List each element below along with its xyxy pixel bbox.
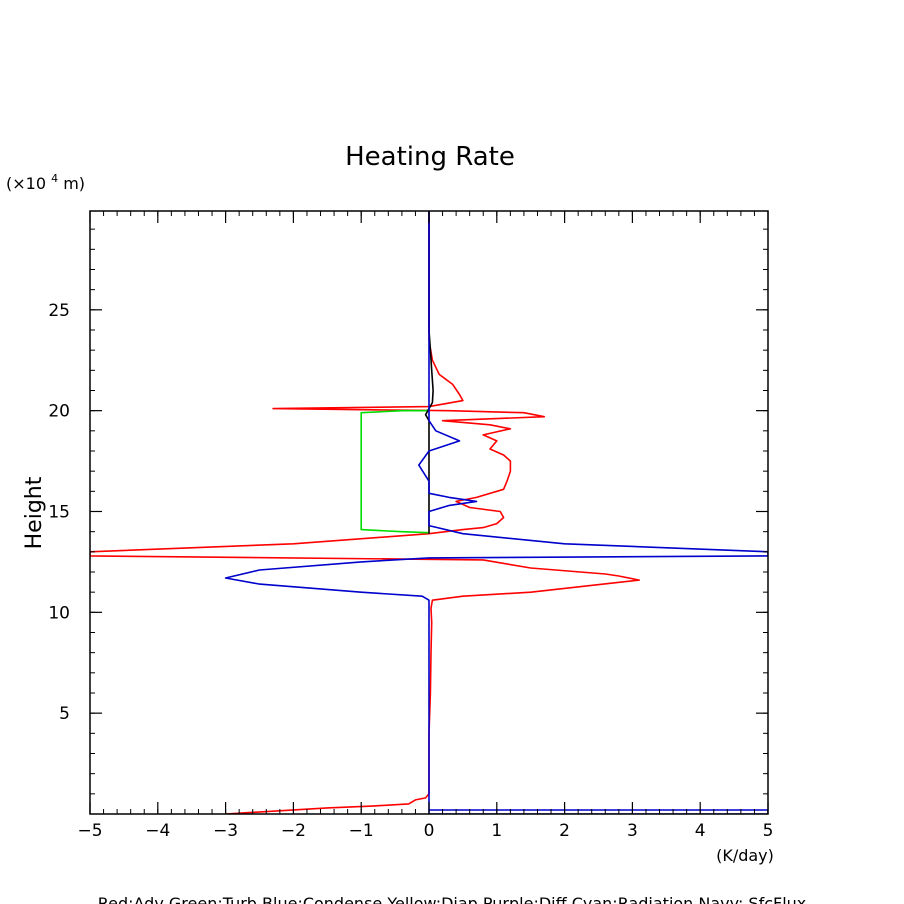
y-unit-label: (×10 4 m) bbox=[6, 167, 85, 193]
x-tick-label: 3 bbox=[627, 821, 638, 841]
series-line-red-0 bbox=[90, 211, 641, 814]
y-tick-labels: 5 10 15 20 25 bbox=[48, 301, 70, 724]
x-tick-labels: −5 −4 −3 −2 −1 0 1 2 3 4 5 bbox=[77, 821, 773, 841]
x-tick-label: 1 bbox=[491, 821, 502, 841]
y-tick-label: 20 bbox=[48, 402, 70, 422]
legend-text: Red:Adv Green:Turb Blue:Condense Yellow:… bbox=[98, 894, 807, 904]
y-tick-label: 15 bbox=[48, 502, 70, 522]
y-unit-exponent: 4 bbox=[51, 172, 58, 185]
chart-title: Heating Rate bbox=[345, 142, 515, 172]
x-tick-label: 5 bbox=[763, 821, 774, 841]
x-tick-label: 4 bbox=[695, 821, 706, 841]
x-tick-label: −5 bbox=[77, 821, 102, 841]
y-unit-prefix: (×10 bbox=[6, 174, 46, 193]
y-tick-label: 5 bbox=[59, 704, 70, 724]
x-tick-label: −4 bbox=[145, 821, 170, 841]
x-tick-label: −3 bbox=[213, 821, 238, 841]
y-unit-suffix: m) bbox=[63, 174, 85, 193]
series-line-green-1 bbox=[360, 408, 430, 534]
x-tick-label: 2 bbox=[559, 821, 570, 841]
series-group bbox=[90, 211, 768, 814]
x-tick-label: −2 bbox=[281, 821, 306, 841]
y-axis-label: Height bbox=[22, 476, 47, 549]
plot-frame bbox=[89, 210, 769, 815]
series-line-blue-3 bbox=[224, 211, 768, 814]
x-tick-label: −1 bbox=[349, 821, 374, 841]
y-tick-label: 25 bbox=[48, 301, 70, 321]
x-tick-label: 0 bbox=[424, 821, 435, 841]
x-axis-unit-label: (K/day) bbox=[716, 846, 774, 865]
y-tick-label: 10 bbox=[48, 603, 70, 623]
